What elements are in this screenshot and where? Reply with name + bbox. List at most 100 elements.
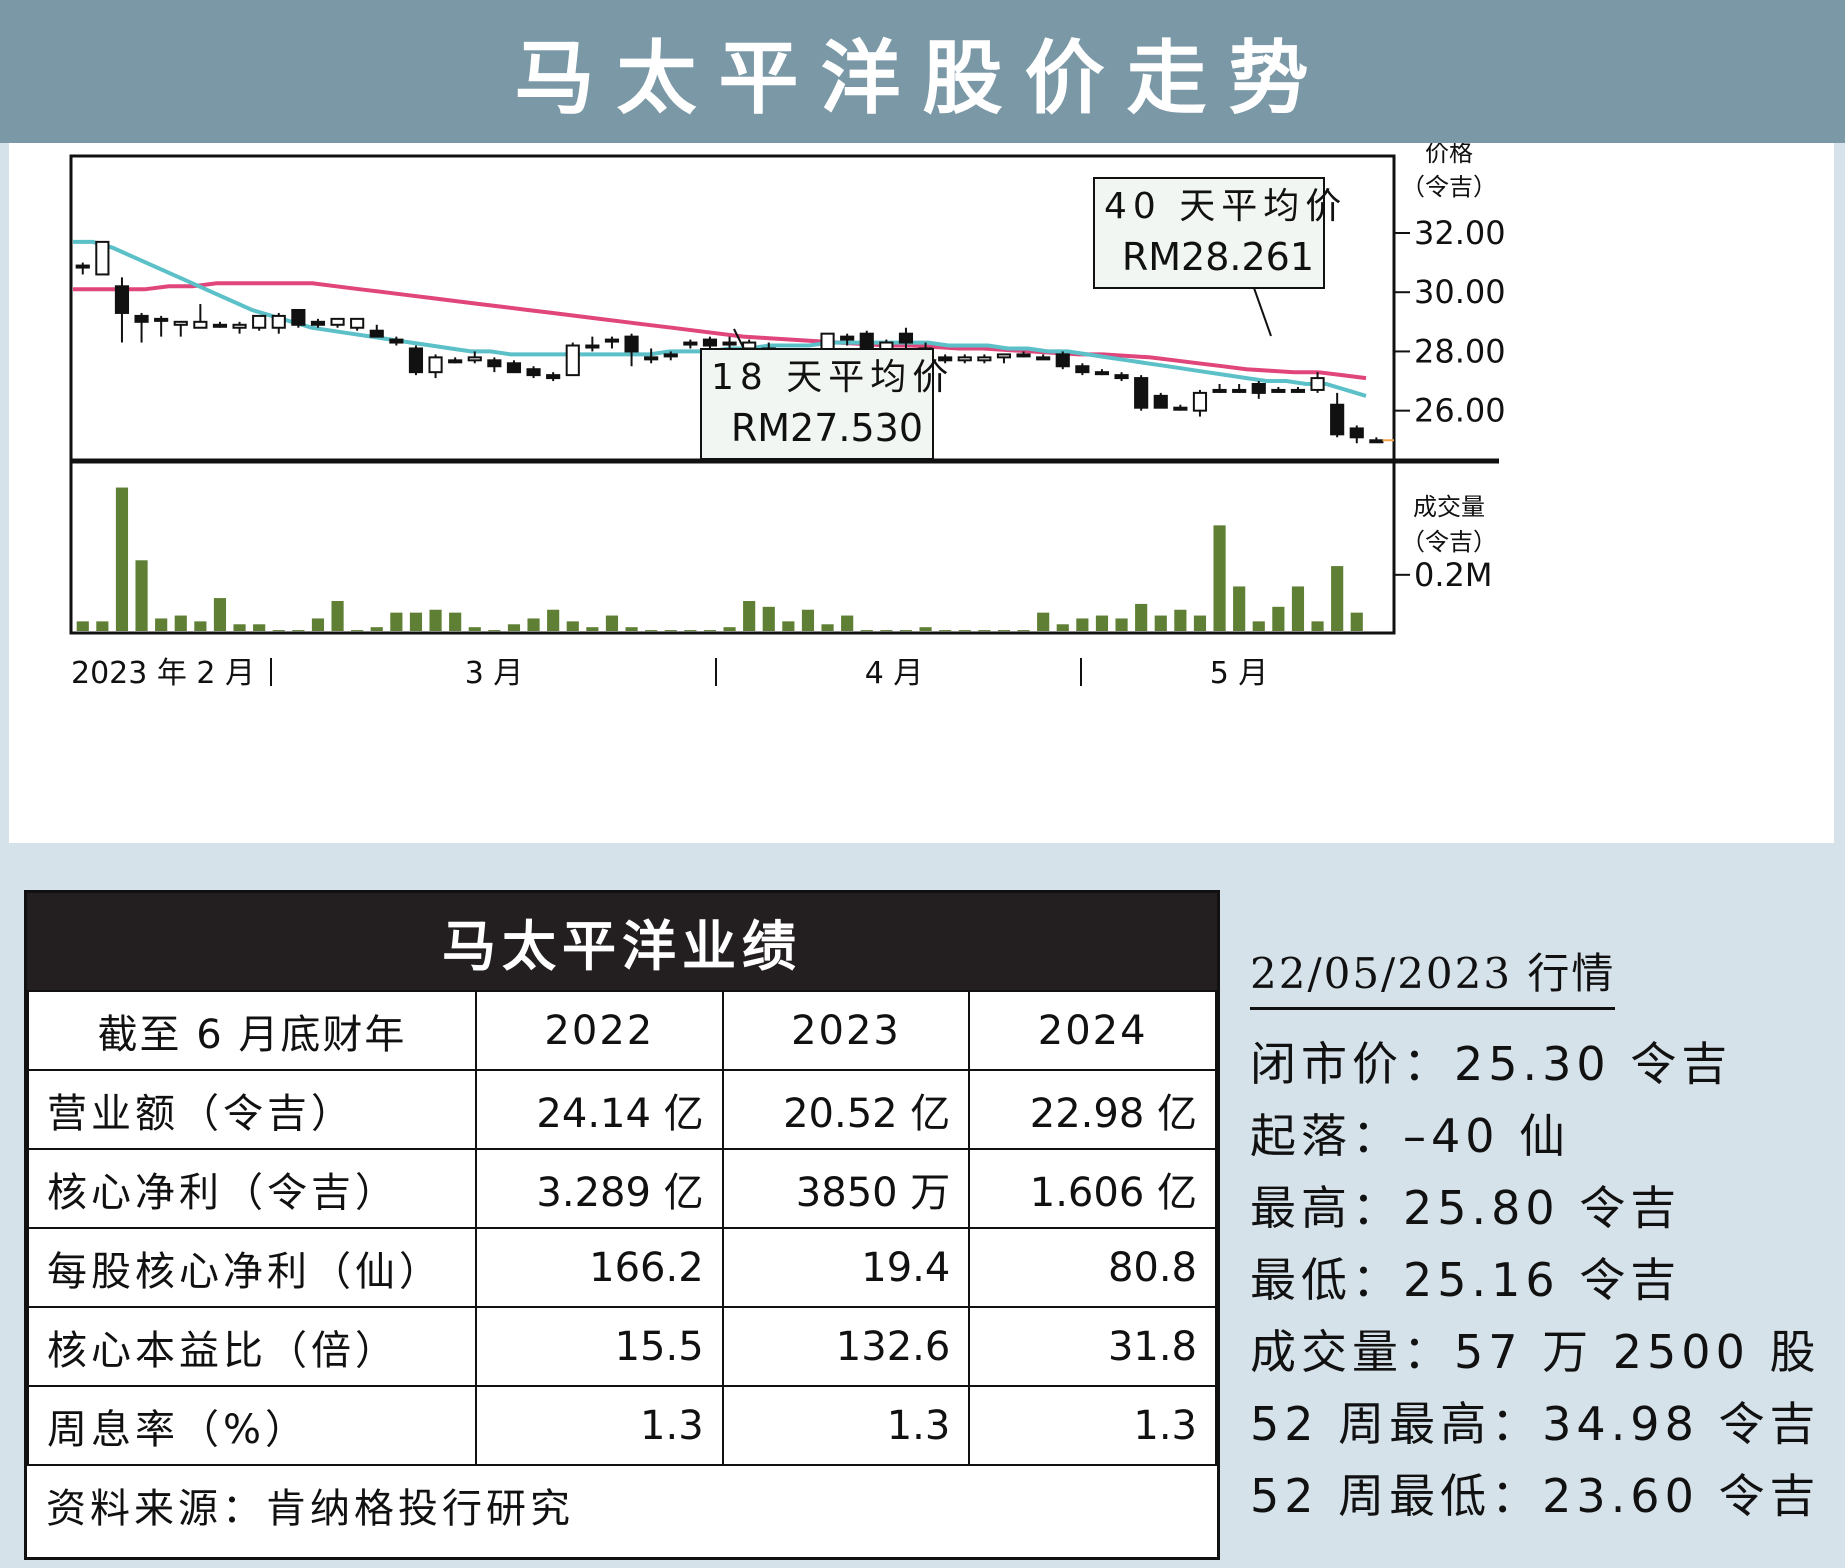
volume-bar [233,624,246,631]
volume-bar [272,630,285,632]
candle-body [1075,365,1090,374]
candle-body [212,323,228,328]
volume-bar [684,630,697,632]
candle-body [75,264,90,269]
volume-bar [625,627,638,631]
x-label-apr: 4 月 [865,656,924,691]
price-volume-chart: 32.0030.0028.0026.00价格（令吉）0.2M成交量（令吉）40 … [69,143,1506,691]
ma18-annotation-box [700,348,934,460]
volume-bar [1272,606,1285,631]
cell-value: 31.8 [968,1306,1217,1387]
x-label-feb: 2023 年 2 月 [71,656,255,691]
candle-body [898,332,914,344]
candle-body [1271,388,1286,393]
row-label: 核心本益比（倍） [27,1306,477,1387]
cell-value: 1.606 亿 [968,1148,1217,1229]
row-label: 每股核心净利（仙） [27,1227,477,1308]
volume-bar [1154,615,1167,631]
volume-bar [939,630,952,632]
volume-bar [449,612,462,631]
candle-body [624,335,639,353]
volume-bar [1095,615,1109,631]
week52-low: 52 周最低：23.60 令吉 [1250,1469,1821,1523]
row-label: 营业额（令吉） [27,1069,477,1150]
candle-body [252,314,267,329]
volume-axis-unit: （令吉） [1401,528,1497,556]
market-date-title: 22/05/2023 行情 [1250,940,1616,1010]
chart-title-bar: 马太平洋股价走势 [0,0,1845,143]
candle-body [1212,388,1227,393]
candle-body [232,323,247,329]
price-axis-label: 价格 [1425,143,1473,167]
volume-bar [1017,630,1030,632]
volume-bar [527,618,540,631]
cell-value: 15.5 [475,1306,724,1387]
volume-bar [468,627,481,631]
volume-bar [1135,603,1148,631]
volume-bar [194,621,207,631]
candle-body [173,320,188,326]
candle-body [448,359,463,364]
row-label: 核心净利（令吉） [27,1148,477,1229]
header-2022: 2022 [475,990,724,1071]
volume-bar [782,621,795,631]
table-header-row: 截至 6 月底财年 2022 2023 2024 [27,990,1217,1071]
candle-body [996,353,1012,359]
header-2024: 2024 [968,990,1217,1071]
day-low: 最低：25.16 令吉 [1250,1253,1682,1307]
volume-bar [390,612,403,631]
cell-value: 24.14 亿 [475,1069,724,1150]
candle-body [369,329,384,338]
candle-body [154,317,169,322]
volume-bar [135,560,148,631]
x-label-may: 5 月 [1210,656,1269,691]
candle-body [330,317,345,326]
volume-plot-frame [69,459,1396,635]
candle-body [1134,377,1149,409]
volume-bar [1213,525,1226,631]
ma40-annotation-box [1093,177,1325,289]
candle-body [722,341,737,346]
price-tick-label: 26.00 [1414,392,1506,430]
price-tick-label: 30.00 [1414,273,1506,311]
candle-body [1173,406,1188,411]
row-label: 周息率（%） [27,1385,477,1466]
volume-bar [311,618,325,631]
cell-value: 3.289 亿 [475,1148,724,1229]
cell-value: 80.8 [968,1227,1217,1308]
finance-table-panel: 马太平洋业绩 截至 6 月底财年 2022 2023 2024 营业额（令吉） … [24,890,1220,1560]
market-summary: 22/05/2023 行情 闭市价：25.30 令吉 起落：–40 仙 最高：2… [1250,940,1840,1532]
candle-body [604,338,620,343]
candle-body [487,359,502,368]
candle-body [1330,403,1345,436]
volume-tick-label: 0.2M [1414,556,1493,594]
table-row: 营业额（令吉） 24.14 亿 20.52 亿 22.98 亿 [27,1069,1217,1150]
volume-bar [586,627,599,631]
volume-bar [429,609,442,631]
candle-body [683,341,698,346]
ma40-annotation-value: RM28.261 [1122,235,1314,279]
table-row: 周息率（%） 1.3 1.3 1.3 [27,1385,1217,1466]
volume-bar [1291,586,1305,631]
volume-bar [292,630,305,632]
x-label-mar: 3 月 [465,656,524,691]
ma18-annotation-leader [733,328,745,350]
volume-bar [351,630,364,632]
candle-body [663,353,678,358]
candle-body [1290,388,1306,393]
price-tick-label: 28.00 [1414,332,1506,370]
cell-value: 1.3 [968,1385,1217,1466]
candle-body [526,368,541,377]
finance-table-title: 马太平洋业绩 [27,893,1217,990]
volume: 成交量：57 万 2500 股 [1250,1325,1821,1379]
candle-body [310,320,326,326]
ma40-annotation-leader [1253,287,1272,337]
candle-body [506,362,522,374]
ma40-annotation-label: 40 天平均价 [1104,186,1347,227]
candle-body [840,335,855,341]
volume-bar [703,630,717,632]
volume-bar [919,627,932,631]
volume-bar [605,615,619,631]
volume-bar [1174,609,1187,631]
candle-body [957,356,972,362]
